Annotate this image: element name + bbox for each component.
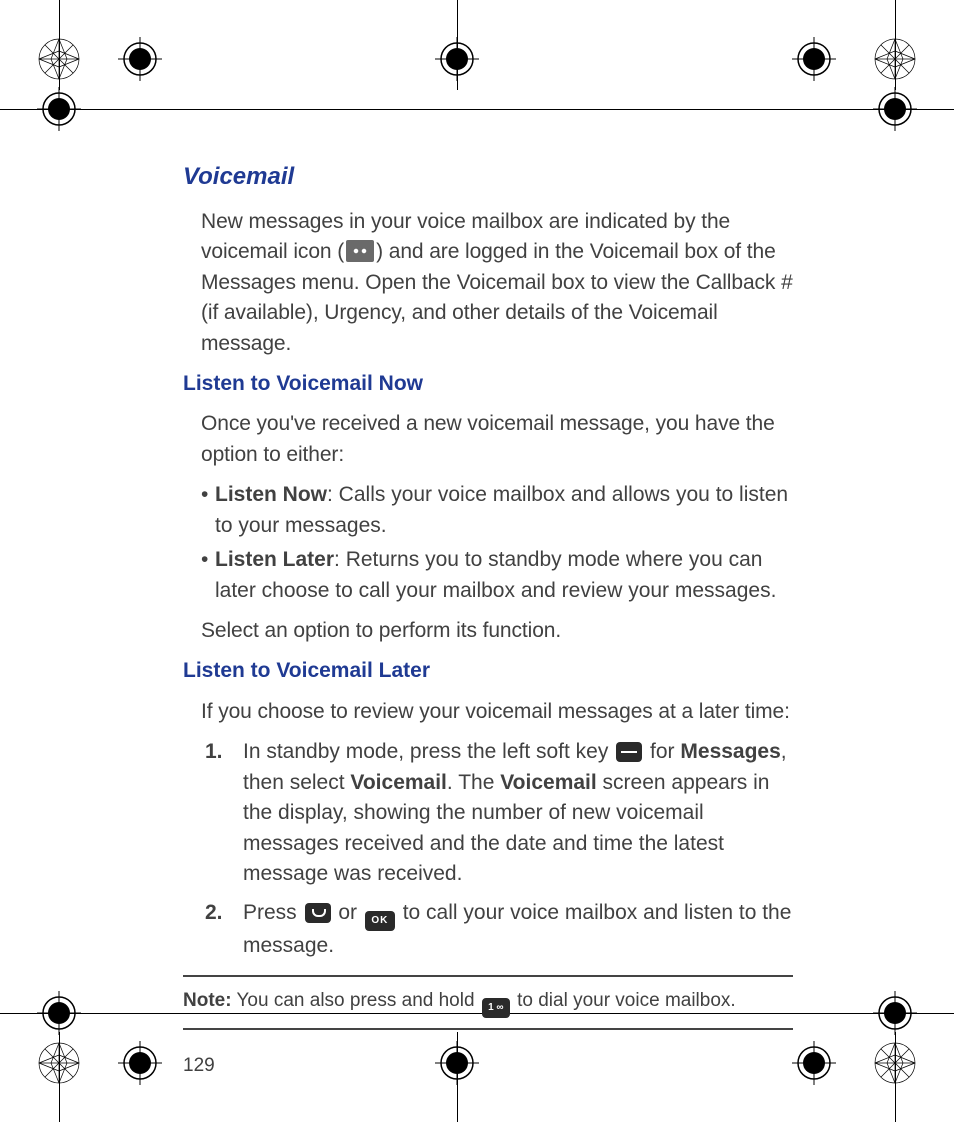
one-key-icon: 1 ∞ <box>482 998 510 1018</box>
page-number: 129 <box>183 1052 793 1080</box>
target-mark-icon <box>792 1041 836 1085</box>
step-text: In standby mode, press the left soft key <box>243 740 614 763</box>
bullet-item: • Listen Later: Returns you to standby m… <box>201 545 793 606</box>
step-text: . The <box>447 771 500 794</box>
target-mark-icon <box>873 991 917 1035</box>
step-body: Press or OK to call your voice mailbox a… <box>243 898 793 961</box>
heading-listen-later: Listen to Voicemail Later <box>183 656 793 686</box>
step-text: or <box>333 901 363 924</box>
bullet-marker: • <box>201 480 215 541</box>
softkey-dash-icon <box>616 742 642 762</box>
crop-line-top <box>0 109 954 110</box>
ok-key-icon: OK <box>365 911 395 931</box>
page-content: Voicemail New messages in your voice mai… <box>183 160 793 1080</box>
step-number: 2. <box>205 898 243 961</box>
step-bold: Voicemail <box>500 771 597 794</box>
target-mark-icon <box>118 37 162 81</box>
bullet-marker: • <box>201 545 215 606</box>
note-label: Note: <box>183 990 232 1011</box>
step-item: 1. In standby mode, press the left soft … <box>205 737 793 889</box>
heading-voicemail: Voicemail <box>183 160 793 195</box>
bullet-body: Listen Now: Calls your voice mailbox and… <box>215 480 793 541</box>
bullet-label: Listen Now <box>215 483 327 506</box>
step-body: In standby mode, press the left soft key… <box>243 737 793 889</box>
listen-now-lead: Once you've received a new voicemail mes… <box>201 409 793 470</box>
target-mark-icon <box>118 1041 162 1085</box>
target-mark-icon <box>37 991 81 1035</box>
note-block: Note: You can also press and hold 1 ∞ to… <box>183 975 793 1030</box>
listen-now-bullets: • Listen Now: Calls your voice mailbox a… <box>201 480 793 606</box>
note-text-2: to dial your voice mailbox. <box>512 990 736 1011</box>
heading-listen-now: Listen to Voicemail Now <box>183 369 793 399</box>
listen-now-tail: Select an option to perform its function… <box>201 616 793 646</box>
step-number: 1. <box>205 737 243 889</box>
registration-mark-icon <box>873 37 917 81</box>
target-mark-icon <box>873 87 917 131</box>
bullet-label: Listen Later <box>215 548 334 571</box>
intro-paragraph: New messages in your voice mailbox are i… <box>201 207 793 359</box>
step-bold: Messages <box>680 740 780 763</box>
registration-mark-icon <box>37 37 81 81</box>
target-mark-icon <box>435 37 479 81</box>
registration-mark-icon <box>37 1041 81 1085</box>
bullet-item: • Listen Now: Calls your voice mailbox a… <box>201 480 793 541</box>
target-mark-icon <box>792 37 836 81</box>
step-text: for <box>644 740 680 763</box>
step-bold: Voicemail <box>350 771 447 794</box>
listen-later-steps: 1. In standby mode, press the left soft … <box>205 737 793 961</box>
step-text: Press <box>243 901 303 924</box>
send-key-icon <box>305 903 331 923</box>
bullet-body: Listen Later: Returns you to standby mod… <box>215 545 793 606</box>
step-item: 2. Press or OK to call your voice mailbo… <box>205 898 793 961</box>
target-mark-icon <box>37 87 81 131</box>
listen-later-lead: If you choose to review your voicemail m… <box>201 697 793 727</box>
registration-mark-icon <box>873 1041 917 1085</box>
voicemail-icon <box>346 240 374 262</box>
note-text-1: You can also press and hold <box>232 990 480 1011</box>
